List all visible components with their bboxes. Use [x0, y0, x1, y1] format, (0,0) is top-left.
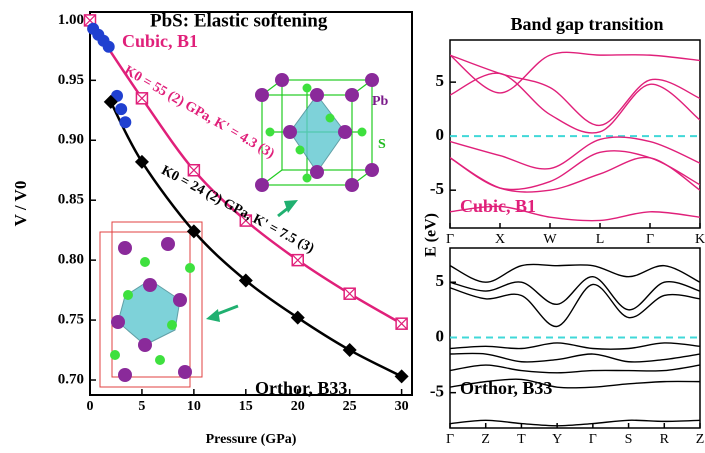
x-tick-label: S [625, 432, 633, 447]
x-tick-label: Γ [446, 432, 454, 447]
x-tick-label: R [660, 432, 670, 447]
annotation: Pb [372, 94, 389, 109]
data-point [115, 103, 127, 115]
panel-label: Orthor, B33 [460, 378, 552, 398]
band [450, 365, 700, 373]
x-tick-label: 30 [395, 399, 409, 414]
annotation: S [378, 137, 386, 152]
data-point [135, 155, 149, 169]
x-tick-label: Z [481, 432, 490, 447]
x-tick-label: 15 [239, 399, 253, 414]
band [450, 343, 700, 349]
x-tick-label: W [543, 232, 557, 247]
band [450, 264, 700, 282]
chart-title: Band gap transition [510, 14, 663, 34]
data-point [291, 311, 305, 325]
x-tick-label: 5 [138, 399, 145, 414]
y-axis-label: V / V0 [11, 181, 30, 227]
band [450, 55, 700, 125]
y-tick-label: 0.80 [58, 252, 84, 268]
band [450, 353, 700, 362]
y-tick-label: 0 [436, 326, 445, 345]
y-tick-label: 0.95 [58, 72, 84, 88]
x-tick-label: Z [696, 432, 705, 447]
data-point [136, 93, 147, 104]
data-point [292, 255, 303, 266]
data-point [395, 369, 409, 383]
y-tick-label: 0.75 [58, 312, 84, 328]
data-point [188, 165, 199, 176]
x-tick-label: Y [552, 432, 562, 447]
figure: 0.70 0.75 0.80 0.85 0.90 0.95 1.00 0 5 10 15 20 25 30… [0, 0, 705, 453]
data-point [343, 343, 357, 357]
panel-label: Cubic, B1 [460, 196, 536, 216]
data-point [396, 318, 407, 329]
y-tick-label: 0.70 [58, 371, 84, 387]
y-tick-label: -5 [430, 179, 444, 198]
cubic-structure [255, 73, 379, 216]
y-tick-label: 5 [436, 71, 445, 90]
data-point [344, 288, 355, 299]
chart-title: PbS: Elastic softening [150, 10, 328, 31]
y-tick-label: 0 [436, 125, 445, 144]
data-point [103, 41, 115, 53]
x-tick-label: Γ [589, 432, 597, 447]
band [450, 157, 700, 192]
x-tick-label: T [517, 432, 526, 447]
band [450, 73, 700, 133]
x-axis-label: Pressure (GPa) [206, 432, 297, 447]
annotation: K0 = 24 (2) GPa, K' = 7.5 (3) [159, 163, 317, 257]
y-tick-label: 1.00 [58, 12, 84, 28]
x-tick-label: Γ [446, 232, 454, 247]
band [450, 137, 700, 169]
x-tick-label: L [596, 232, 605, 247]
x-tick-label: 10 [187, 399, 201, 414]
annotation: Orthor, B33 [255, 378, 347, 398]
annotation: Cubic, B1 [122, 31, 198, 51]
x-tick-label: X [495, 232, 505, 247]
y-tick-label: -5 [430, 382, 444, 401]
y-tick-label: 0.90 [58, 132, 84, 148]
y-axis-label: E (eV) [423, 213, 440, 257]
x-tick-label: 0 [87, 399, 94, 414]
y-tick-label: 5 [436, 271, 445, 290]
x-tick-label: 20 [291, 399, 305, 414]
x-tick-label: 25 [343, 399, 357, 414]
orthorhombic-structure [100, 222, 238, 387]
data-point [119, 116, 131, 128]
x-tick-label: Γ [646, 232, 654, 247]
band [450, 420, 700, 426]
annotation: K0 = 55 (2) GPa, K' = 4.3 (3) [121, 63, 277, 162]
y-tick-label: 0.85 [58, 192, 84, 208]
x-tick-label: K [695, 232, 705, 247]
